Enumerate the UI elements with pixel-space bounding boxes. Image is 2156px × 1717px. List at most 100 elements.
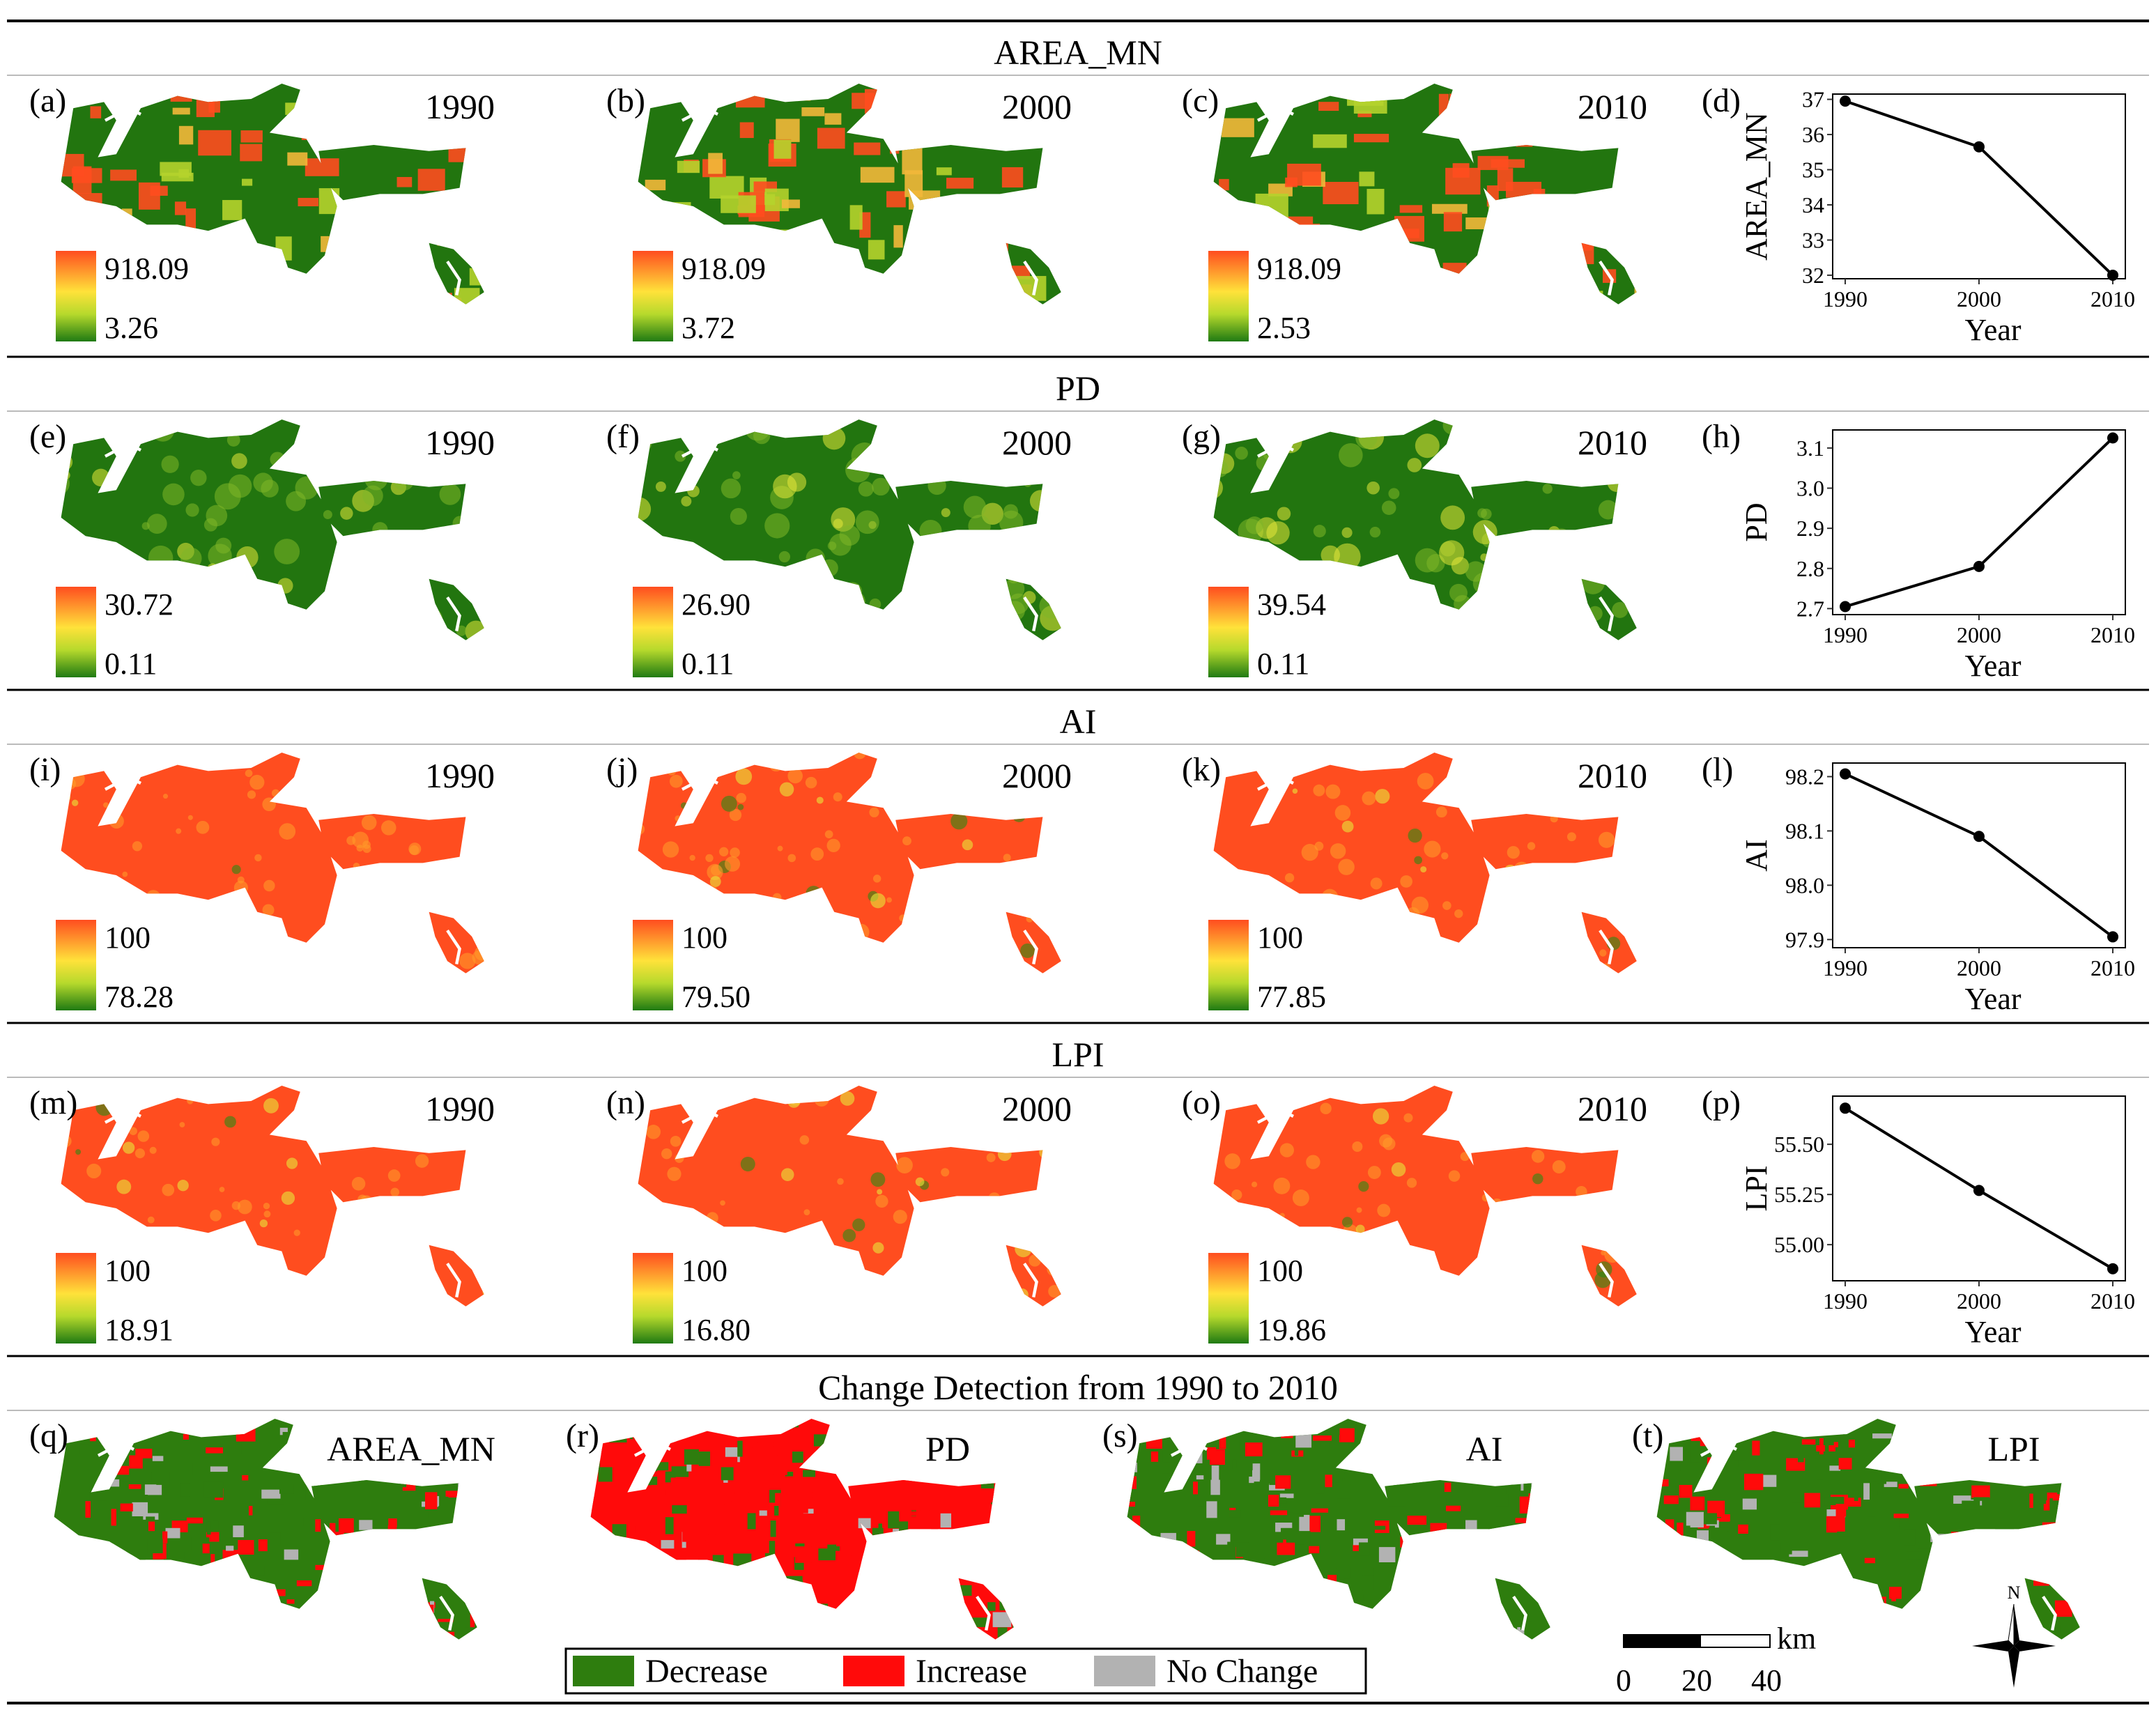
map-patch — [629, 1432, 640, 1440]
map-patch — [1935, 1638, 1952, 1640]
map-patch — [1876, 1466, 1882, 1484]
map-patch — [355, 587, 370, 602]
map-patch — [1213, 460, 1229, 478]
map-patch — [884, 1571, 895, 1588]
map-patch — [1929, 1605, 1942, 1615]
legend-colorbar — [1208, 251, 1249, 341]
map-patch — [1047, 1262, 1061, 1277]
map-patch — [1334, 310, 1364, 337]
river-line — [104, 106, 141, 122]
map-patch — [173, 1448, 193, 1456]
map-patch — [1962, 1500, 1980, 1510]
map-patch — [1826, 1516, 1845, 1533]
map-patch — [920, 421, 946, 448]
map-patch — [909, 190, 941, 210]
map-patch — [217, 1277, 234, 1294]
map-patch — [1527, 1086, 1543, 1098]
map-patch — [860, 167, 895, 183]
map-patch — [908, 1463, 925, 1473]
map-patch — [709, 176, 744, 199]
map-patch — [877, 1189, 883, 1195]
map-patch — [794, 1546, 812, 1563]
map-patch — [459, 518, 484, 544]
map-patch — [146, 514, 167, 534]
map-patch — [987, 1602, 996, 1611]
map-patch — [1946, 1475, 1957, 1481]
map-patch — [1213, 1156, 1216, 1167]
map-patch — [1471, 1098, 1480, 1107]
map-patch — [1417, 1590, 1429, 1598]
map-patch — [1339, 442, 1363, 468]
map-patch — [98, 886, 110, 898]
map-patch — [672, 946, 679, 953]
map-patch — [1669, 1595, 1687, 1606]
map-patch — [213, 1558, 229, 1562]
map-patch — [784, 1576, 803, 1588]
map-patch — [1175, 1576, 1192, 1589]
map-patch — [1435, 1622, 1455, 1634]
map-patch — [1398, 1086, 1415, 1096]
map-patch — [1160, 1532, 1176, 1550]
map-patch — [105, 1594, 121, 1606]
map-patch — [437, 239, 456, 246]
map-patch — [1822, 1592, 1828, 1601]
river-line — [1023, 929, 1038, 965]
legend-colorbar — [56, 251, 96, 341]
map-patch — [1472, 520, 1497, 545]
map-patch — [1707, 1500, 1725, 1517]
map-patch — [1824, 1497, 1845, 1506]
map-patch — [482, 1285, 484, 1298]
map-patch — [1006, 1125, 1022, 1142]
map-patch — [372, 522, 388, 538]
map-patch — [1313, 134, 1347, 148]
map-patch — [185, 1446, 190, 1452]
map-patch — [456, 625, 467, 636]
map-patch — [987, 1548, 995, 1553]
panel-letter: (h) — [1702, 418, 1741, 455]
map-patch — [377, 1603, 391, 1619]
map-patch — [54, 1588, 63, 1605]
map-patch — [458, 1196, 473, 1212]
map-patch — [109, 813, 124, 829]
map-patch — [1938, 1594, 1945, 1608]
map-patch — [886, 785, 904, 803]
map-patch — [1615, 236, 1637, 250]
map-patch — [146, 890, 161, 904]
map-patch — [1507, 1555, 1511, 1564]
map-patch — [590, 1497, 596, 1511]
map-patch — [1057, 852, 1061, 861]
map-patch — [1039, 594, 1061, 619]
map-patch — [1353, 1538, 1368, 1546]
map-patch — [1358, 1181, 1369, 1192]
map-patch — [1295, 1431, 1312, 1448]
map-patch — [1292, 788, 1298, 794]
map-patch — [1488, 918, 1497, 926]
map-patch — [1280, 1527, 1298, 1534]
map-patch — [1222, 1197, 1236, 1211]
legend-max: 100 — [105, 1254, 151, 1288]
data-point — [1840, 95, 1851, 107]
map-patch — [1311, 1508, 1329, 1513]
map-patch — [680, 802, 688, 809]
map-patch — [1281, 1512, 1293, 1516]
map-patch — [977, 1525, 990, 1533]
map-patch — [2072, 1454, 2080, 1465]
map-patch — [1327, 1619, 1348, 1631]
map-patch — [899, 914, 907, 922]
map-patch — [1015, 1194, 1033, 1212]
map-patch — [757, 1550, 765, 1566]
map-patch — [895, 1479, 916, 1486]
map-patch — [1480, 553, 1488, 562]
map-patch — [1008, 1633, 1014, 1640]
map-patch — [426, 194, 438, 220]
map-patch — [1953, 1495, 1971, 1504]
map-patch — [330, 1647, 347, 1658]
map-patch — [2016, 1472, 2025, 1484]
map-patch — [739, 422, 751, 434]
map-patch — [1532, 1173, 1543, 1185]
river-line — [1256, 1108, 1294, 1124]
map-patch — [878, 1565, 888, 1578]
map-patch — [350, 1282, 357, 1290]
map-patch — [1919, 1431, 1925, 1445]
map-patch — [695, 1540, 711, 1555]
